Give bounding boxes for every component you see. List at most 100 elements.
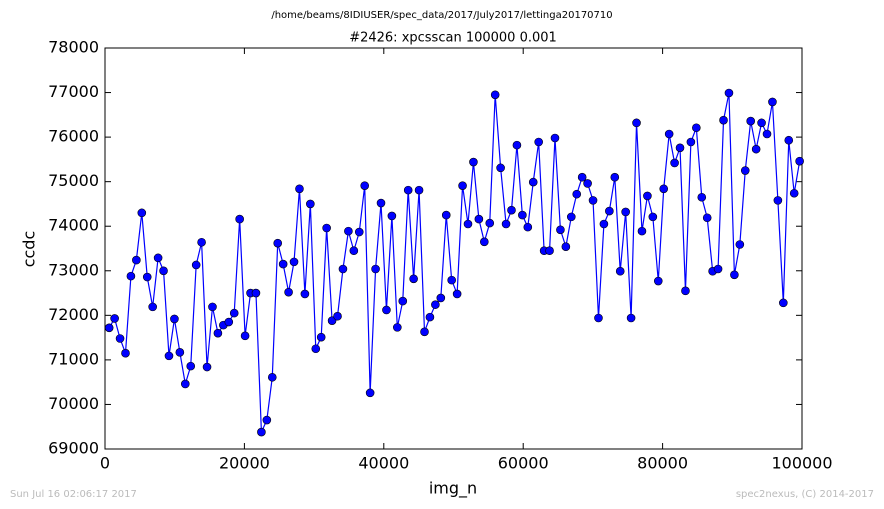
data-point <box>637 226 647 236</box>
data-point <box>610 172 620 182</box>
data-point <box>523 222 533 232</box>
data-point <box>229 308 239 318</box>
data-point <box>382 305 391 315</box>
data-point <box>142 272 152 282</box>
data-point <box>643 191 652 201</box>
data-point <box>686 137 696 147</box>
data-point <box>659 184 669 194</box>
data-point <box>121 348 130 358</box>
data-point <box>784 135 794 145</box>
data-point <box>746 116 756 126</box>
data-point <box>768 97 777 107</box>
y-tick-label: 70000 <box>48 394 99 413</box>
data-point <box>104 323 114 333</box>
data-point <box>170 314 179 324</box>
y-tick-label: 69000 <box>48 439 99 458</box>
data-point <box>180 379 190 389</box>
data-point <box>762 129 772 139</box>
data-point <box>550 133 560 143</box>
data-point <box>431 300 440 309</box>
data-point <box>311 344 321 354</box>
data-point <box>349 246 359 256</box>
data-point <box>501 219 511 229</box>
data-point <box>393 323 402 332</box>
data-point <box>414 185 424 195</box>
data-point <box>583 179 592 188</box>
data-point <box>458 181 467 190</box>
data-point <box>306 199 315 209</box>
data-point <box>300 289 310 299</box>
data-point <box>751 144 761 154</box>
y-tick-label: 78000 <box>48 38 99 57</box>
data-point <box>757 118 766 128</box>
y-tick-label: 71000 <box>48 349 99 368</box>
y-axis-label: ccdc <box>20 231 39 268</box>
data-point <box>295 184 304 194</box>
data-point <box>186 361 196 371</box>
data-point <box>719 115 728 125</box>
data-point <box>664 129 674 139</box>
data-point <box>518 210 527 220</box>
data-point <box>724 88 734 98</box>
data-point <box>110 314 119 323</box>
data-point <box>420 327 429 337</box>
data-point <box>490 90 500 100</box>
data-point <box>713 264 723 274</box>
data-point <box>115 334 125 343</box>
data-point <box>452 289 462 299</box>
chart-title: #2426: xpcsscan 100000 0.001 <box>349 31 557 46</box>
data-point <box>398 296 408 306</box>
data-point <box>556 225 565 235</box>
data-point <box>594 313 603 323</box>
data-point <box>681 286 690 296</box>
x-tick-label: 40000 <box>358 454 409 473</box>
data-point <box>599 219 609 229</box>
data-point <box>588 196 598 205</box>
data-point <box>441 210 451 220</box>
data-point <box>387 211 397 221</box>
data-point <box>175 348 185 357</box>
data-point <box>653 276 663 286</box>
data-point <box>251 288 261 298</box>
data-point <box>735 240 745 249</box>
data-point <box>566 212 576 222</box>
data-point <box>148 302 157 312</box>
data-point <box>697 192 707 202</box>
data-point <box>371 264 380 274</box>
data-point <box>289 257 299 267</box>
data-point <box>267 372 277 382</box>
data-point <box>528 177 538 187</box>
data-point <box>240 331 250 341</box>
x-tick-label: 100000 <box>771 454 832 473</box>
data-point <box>572 189 582 199</box>
data-point <box>789 188 799 198</box>
data-point <box>365 388 375 398</box>
data-point <box>344 226 353 236</box>
data-point <box>648 212 658 222</box>
data-point <box>273 238 283 248</box>
data-point <box>191 260 201 270</box>
data-point <box>360 181 370 190</box>
data-point <box>153 253 163 263</box>
data-point <box>779 298 788 308</box>
data-point <box>561 242 571 252</box>
plot-frame <box>104 47 803 450</box>
data-point <box>632 118 641 128</box>
data-point <box>485 218 495 228</box>
data-point <box>262 415 272 425</box>
data-point <box>126 271 136 281</box>
y-tick-label: 72000 <box>48 305 99 324</box>
y-tick-label: 75000 <box>48 171 99 190</box>
data-point <box>447 275 456 285</box>
data-point <box>436 293 446 303</box>
data-point <box>675 143 685 153</box>
data-point <box>354 227 364 237</box>
data-point <box>615 266 625 276</box>
data-point <box>545 246 554 256</box>
data-point <box>208 302 217 312</box>
data-point <box>577 172 587 182</box>
data-point <box>132 255 141 265</box>
data-point <box>626 313 636 323</box>
